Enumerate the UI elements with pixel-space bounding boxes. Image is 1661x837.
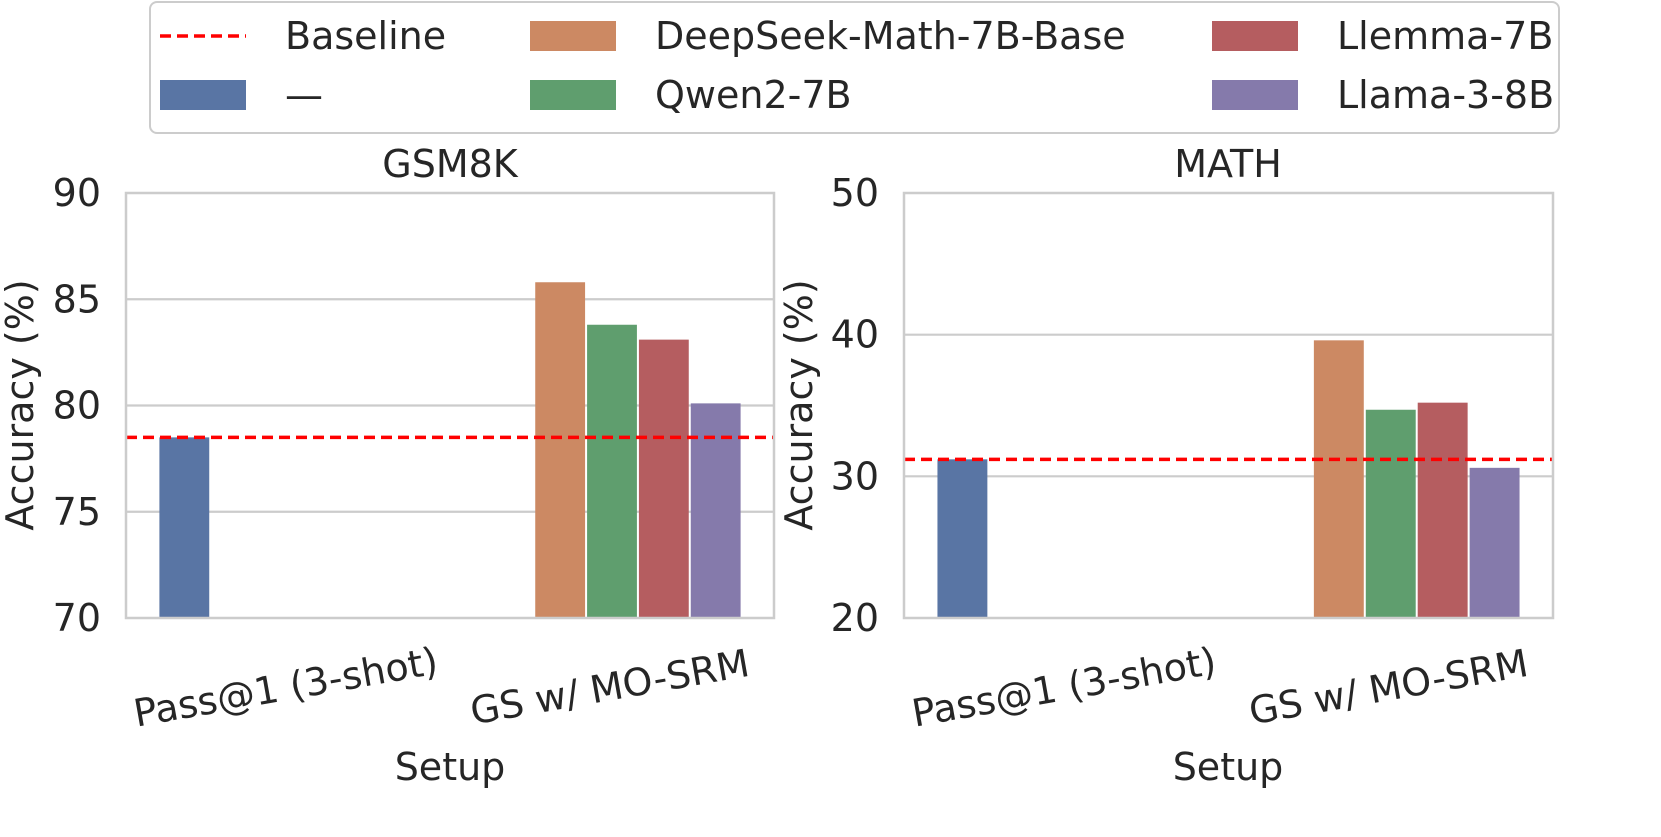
bar-llama-3-8b-gs-w-mo-srm <box>1469 467 1520 618</box>
bar-qwen2-7b-gs-w-mo-srm <box>587 324 637 618</box>
y-tick-label: 90 <box>53 171 101 215</box>
bar-deepseek-math-7b-base-gs-w-mo-srm <box>535 282 586 618</box>
legend-handle-llemma-7b <box>1212 21 1298 51</box>
bar-qwen2-7b-gs-w-mo-srm <box>1365 409 1416 618</box>
legend-label-llama-3-8b: Llama-3-8B <box>1337 73 1554 117</box>
x-tick-label: GS w/ MO-SRM <box>467 641 753 733</box>
panel-title: MATH <box>1174 142 1282 186</box>
x-tick-label: GS w/ MO-SRM <box>1246 641 1532 733</box>
y-tick-label: 75 <box>53 490 101 534</box>
legend-label-qwen2-7b: Qwen2-7B <box>655 73 852 117</box>
panel-title: GSM8K <box>382 142 519 186</box>
legend-label-unnamed: — <box>285 73 323 117</box>
math-panel: MATH 20 30 40 50 Pass@1 (3-shot) GS w/ MO-SR… <box>777 142 1555 789</box>
y-tick-label: 80 <box>53 384 101 428</box>
bar-llemma-7b-gs-w-mo-srm <box>638 339 689 618</box>
x-tick-label: Pass@1 (3-shot) <box>130 639 441 736</box>
bar-llemma-7b-gs-w-mo-srm <box>1417 402 1468 618</box>
bar-deepseek-math-7b-base-gs-w-mo-srm <box>1313 340 1364 618</box>
bar-unnamed-pass-1-3-shot <box>937 459 988 618</box>
y-tick-label: 70 <box>53 596 101 640</box>
y-tick-label: 30 <box>831 454 879 498</box>
x-axis-label: Setup <box>395 745 506 789</box>
legend-handle-deepseek-math-7b-base <box>530 21 616 51</box>
y-tick-label: 85 <box>53 277 101 321</box>
gsm8k-panel: GSM8K 70 75 80 85 90 Pass@1 (3-shot) GS w/ MO… <box>0 142 776 789</box>
legend-label-llemma-7b: Llemma-7B <box>1337 14 1553 58</box>
y-tick-label: 50 <box>831 171 879 215</box>
y-tick-label: 40 <box>831 313 879 357</box>
legend: Baseline DeepSeek-Math-7B-Base Llemma-7B — Q… <box>149 1 1560 134</box>
y-tick-label: 20 <box>831 596 879 640</box>
y-axis-label: Accuracy (%) <box>777 279 821 530</box>
y-axis-label: Accuracy (%) <box>0 279 42 530</box>
x-axis-label: Setup <box>1173 745 1284 789</box>
bar-llama-3-8b-gs-w-mo-srm <box>690 403 741 618</box>
legend-handle-unnamed <box>160 80 246 110</box>
axes-frame <box>902 191 1555 620</box>
x-tick-label: Pass@1 (3-shot) <box>909 639 1220 736</box>
legend-frame <box>149 1 1560 134</box>
axes-frame <box>124 191 776 620</box>
legend-handle-qwen2-7b <box>530 80 616 110</box>
legend-handle-llama-3-8b <box>1212 80 1298 110</box>
bar-unnamed-pass-1-3-shot <box>159 437 210 618</box>
legend-label-baseline: Baseline <box>285 14 446 58</box>
legend-label-deepseek-math-7b-base: DeepSeek-Math-7B-Base <box>655 14 1126 58</box>
